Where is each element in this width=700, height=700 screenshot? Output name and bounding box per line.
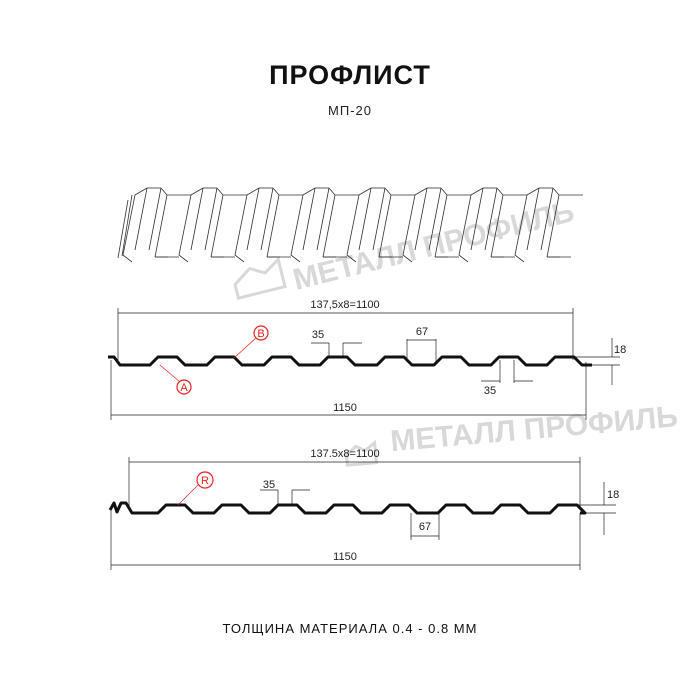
marker-a-label: A [180, 382, 188, 394]
dim-1150-label: 1150 [333, 551, 357, 563]
marker-r-label: R [201, 475, 209, 487]
watermark-text: МЕТАЛЛ ПРОФИЛЬ [389, 400, 679, 458]
dim-18-label: 18 [614, 344, 626, 356]
dim-35-bottom-label: 35 [484, 385, 496, 397]
dim-67-label: 67 [419, 521, 431, 533]
page-title: ПРОФЛИСТ [269, 60, 431, 90]
marker-b-label: B [257, 328, 264, 340]
dim-1100-label: 137.5x8=1100 [310, 448, 379, 460]
watermark-bottom: МЕТАЛЛ ПРОФИЛЬ [344, 400, 679, 467]
profile-ab-line [108, 355, 592, 367]
profile-r [108, 457, 616, 570]
profile-r-line [108, 501, 587, 515]
dim-1150-label: 1150 [333, 402, 357, 414]
watermark-logo-icon [344, 439, 378, 467]
marker-b [253, 325, 269, 341]
dim-18-label: 18 [607, 489, 619, 501]
watermark-logo-icon [233, 256, 287, 300]
dim-35-label: 35 [263, 479, 275, 491]
isometric-sheet [117, 187, 583, 263]
material-thickness: ТОЛЩИНА МАТЕРИАЛА 0.4 - 0.8 ММ [222, 621, 478, 636]
marker-r [196, 471, 214, 489]
page-subtitle: МП-20 [328, 103, 372, 118]
profile-ab [108, 308, 620, 420]
dim-67-label: 67 [416, 326, 428, 338]
marker-a [176, 379, 192, 395]
dim-35-top-label: 35 [312, 329, 324, 341]
dim-1100-label: 137,5x8=1100 [310, 299, 379, 311]
